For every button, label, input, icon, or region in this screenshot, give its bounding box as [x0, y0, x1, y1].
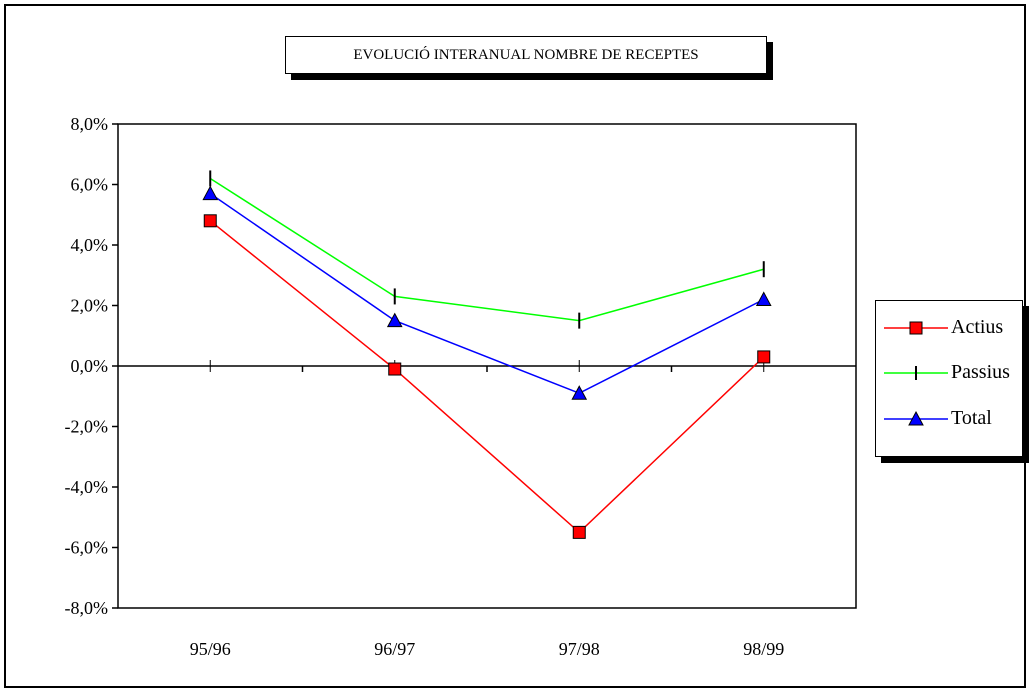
y-tick-label: -2,0% [65, 417, 109, 437]
legend-label-total: Total [951, 407, 992, 429]
legend-item-total: Total [876, 404, 1024, 434]
legend-swatch-actius [884, 321, 948, 335]
point-actius [203, 214, 217, 228]
legend-label-actius: Actius [951, 316, 1004, 338]
y-tick-label: 0,0% [71, 356, 109, 376]
x-tick-label: 96/97 [374, 639, 415, 659]
y-axis: 8,0% 6,0% 4,0% 2,0% 0,0% -2,0% -4,0% -6,0% -8,0% [65, 114, 118, 618]
point-actius [572, 525, 586, 539]
legend-swatch-total [884, 410, 948, 426]
point-total [202, 185, 219, 201]
y-tick-label: 8,0% [71, 114, 109, 134]
point-total [755, 291, 772, 306]
y-tick-label: 4,0% [71, 235, 109, 255]
y-tick-label: 2,0% [71, 296, 109, 316]
series-layer [202, 170, 772, 539]
y-tick-label: -8,0% [65, 598, 109, 618]
legend-label-passius: Passius [951, 361, 1010, 383]
y-tick-label: 6,0% [71, 175, 109, 195]
x-tick-label: 95/96 [190, 639, 231, 659]
point-actius [388, 362, 402, 376]
point-total [571, 385, 588, 400]
y-tick-label: -4,0% [65, 477, 109, 497]
legend-item-actius: Actius [876, 313, 1024, 343]
legend-swatch-passius [884, 366, 948, 380]
point-actius [757, 350, 771, 364]
x-tick-label: 98/99 [743, 639, 784, 659]
series-line-passius [209, 177, 764, 322]
legend-item-passius: Passius [876, 358, 1024, 388]
series-line-total [209, 192, 765, 395]
y-tick-label: -6,0% [65, 538, 109, 558]
series-line-actius [209, 220, 765, 534]
x-axis: 95/96 96/97 97/98 98/99 [118, 360, 856, 659]
chart-title-text: EVOLUCIÓ INTERANUAL NOMBRE DE RECEPTES [353, 46, 699, 63]
x-tick-label: 97/98 [559, 639, 600, 659]
legend: Actius Passius Total [875, 300, 1023, 457]
point-total [386, 312, 403, 328]
chart-title: EVOLUCIÓ INTERANUAL NOMBRE DE RECEPTES [285, 36, 767, 74]
